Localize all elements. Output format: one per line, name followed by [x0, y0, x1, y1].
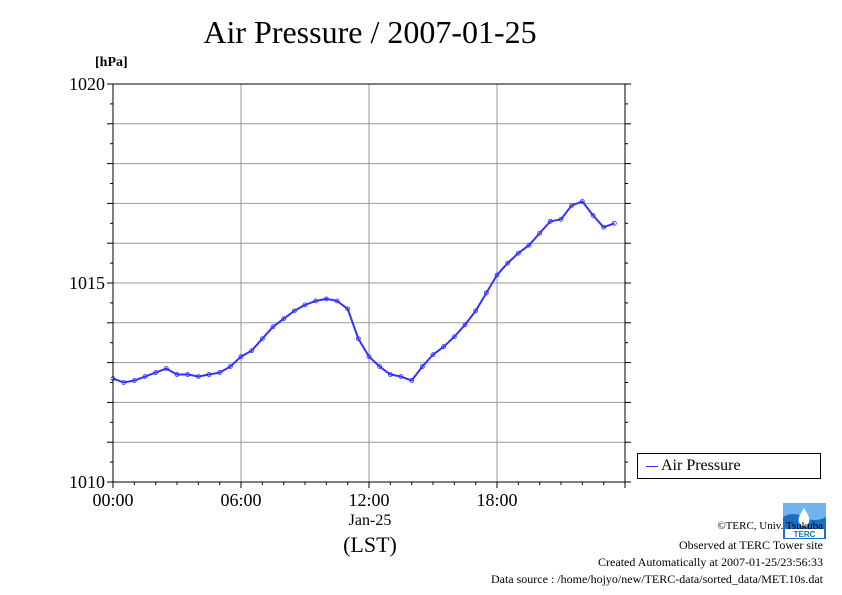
- data-point: [206, 372, 212, 377]
- legend-swatch: [646, 466, 658, 467]
- data-point: [270, 324, 276, 330]
- data-point: [259, 336, 265, 342]
- data-point: [579, 199, 585, 204]
- data-point: [217, 370, 223, 375]
- data-point: [419, 364, 425, 369]
- x-axis-title: (LST): [343, 532, 397, 557]
- data-point: [291, 308, 297, 314]
- data-point: [601, 224, 607, 230]
- data-point: [451, 334, 457, 340]
- x-tick-label: 06:00: [220, 490, 261, 510]
- data-point: [185, 372, 191, 377]
- data-point: [569, 202, 575, 208]
- tick-labels: 1010 1015 1020 00:00 06:00 12:00 18:00: [69, 74, 518, 510]
- x-tick-label: 18:00: [476, 490, 517, 510]
- y-axis-unit: [hPa]: [95, 55, 128, 70]
- footer-source: Data source : /home/hojyo/new/TERC-data/…: [490, 572, 823, 586]
- data-point: [547, 218, 553, 224]
- data-point: [323, 296, 329, 302]
- y-tick-label: 1010: [69, 472, 105, 492]
- x-tick-label: 00:00: [92, 490, 133, 510]
- data-point: [483, 290, 489, 296]
- data-point: [387, 372, 393, 377]
- data-point: [174, 372, 180, 377]
- data-point: [302, 302, 308, 308]
- data-point: [494, 272, 500, 278]
- data-point: [281, 316, 287, 322]
- terc-logo: TERC: [783, 503, 826, 539]
- footer-copyright: ©TERC, Univ. Tsukuba: [717, 520, 823, 532]
- data-point: [238, 354, 244, 360]
- series-layer: [110, 199, 617, 385]
- data-point: [377, 364, 383, 369]
- data-point: [590, 212, 596, 218]
- tick-marks: [107, 83, 631, 488]
- data-point: [505, 260, 511, 266]
- footer-observed: Observed at TERC Tower site: [678, 538, 823, 552]
- data-point: [131, 378, 137, 383]
- data-point: [195, 374, 201, 379]
- y-tick-label: 1020: [69, 74, 105, 94]
- data-point: [121, 380, 127, 385]
- data-point: [249, 348, 255, 354]
- data-point: [441, 344, 447, 350]
- x-axis-date-label: Jan-25: [348, 512, 392, 529]
- series-line: [112, 200, 615, 384]
- data-point: [526, 242, 532, 248]
- chart-title: Air Pressure / 2007-01-25: [203, 14, 537, 50]
- data-point: [355, 336, 361, 342]
- legend: Air Pressure: [637, 453, 821, 479]
- data-point: [409, 378, 415, 383]
- data-point: [153, 370, 159, 375]
- y-tick-label: 1015: [69, 273, 105, 293]
- logo-text: TERC: [794, 530, 816, 539]
- footer-created: Created Automatically at 2007-01-25/23:5…: [598, 555, 823, 569]
- data-point: [313, 298, 319, 304]
- data-point: [366, 354, 372, 360]
- legend-label: Air Pressure: [661, 457, 741, 474]
- data-point: [345, 306, 351, 312]
- data-point: [227, 364, 233, 369]
- data-point: [515, 250, 521, 256]
- x-tick-label: 12:00: [348, 490, 389, 510]
- data-point: [163, 366, 169, 371]
- data-point: [398, 374, 404, 379]
- data-point: [462, 322, 468, 328]
- data-point: [430, 352, 436, 358]
- data-point: [611, 220, 617, 226]
- data-point: [537, 230, 543, 236]
- data-point: [334, 298, 340, 304]
- data-point: [558, 216, 564, 222]
- data-point: [142, 374, 148, 379]
- data-point: [473, 308, 479, 314]
- grid-lines: [113, 84, 625, 482]
